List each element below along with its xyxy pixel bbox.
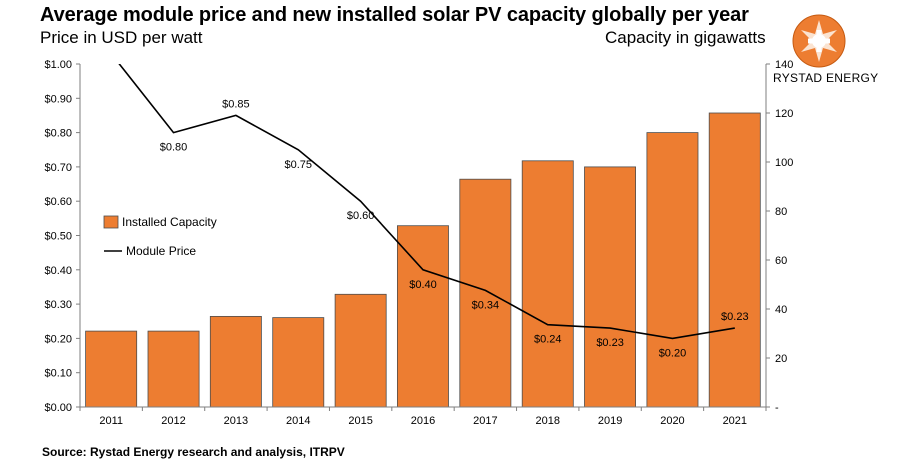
- price-data-label: $0.85: [222, 98, 250, 110]
- bar-2017: [459, 178, 512, 408]
- left-tick-label: $0.50: [44, 231, 72, 243]
- legend: Installed Capacity Module Price: [103, 215, 217, 258]
- x-tick-label: 2014: [286, 415, 310, 427]
- right-tick-label: 60: [775, 255, 787, 267]
- left-tick-label: $0.70: [44, 162, 72, 174]
- axes-layer: $0.00 $0.10 $0.20 $0.30 $0.40 $0.50 $0.60 $0.70…: [44, 59, 793, 427]
- price-data-label: $0.40: [409, 279, 437, 291]
- left-tick-label: $0.80: [44, 128, 72, 140]
- bars-layer: [85, 112, 761, 408]
- brand-name: RYSTAD ENERGY: [773, 71, 879, 85]
- x-tick-label: 2013: [224, 415, 248, 427]
- price-data-label: $0.80: [160, 142, 188, 154]
- price-data-label: $0.60: [347, 210, 375, 222]
- price-data-label: $0.24: [534, 334, 562, 346]
- x-tick-label: 2015: [348, 415, 372, 427]
- chart-title: Average module price and new installed s…: [40, 4, 749, 26]
- right-tick-label: 80: [775, 206, 787, 218]
- module-price-line: [118, 64, 735, 340]
- bar-2016: [396, 225, 449, 408]
- x-tick-label: 2018: [535, 415, 559, 427]
- legend-label-price: Module Price: [126, 244, 196, 258]
- line-layer: [118, 64, 735, 340]
- rystad-energy-logo-icon: [792, 14, 846, 68]
- price-data-label: $0.75: [285, 159, 313, 171]
- right-axis-title: Capacity in gigawatts: [605, 28, 766, 47]
- price-data-label: $0.23: [596, 337, 624, 349]
- price-data-label: $0.34: [472, 299, 500, 311]
- x-tick-label: 2012: [161, 415, 185, 427]
- bar-2012: [147, 330, 200, 408]
- left-tick-label: $0.10: [44, 368, 72, 380]
- labels-layer: $0.80 $0.85 $0.75 $0.60 $0.40 $0.34 $0.24 $0.23…: [160, 98, 749, 359]
- x-tick-label: 2016: [411, 415, 435, 427]
- bar-2015: [334, 293, 387, 408]
- legend-swatch-capacity: [103, 215, 119, 229]
- left-tick-label: $0.00: [44, 402, 72, 414]
- right-tick-label: 140: [775, 59, 793, 71]
- left-tick-label: $0.20: [44, 333, 72, 345]
- right-tick-label: 100: [775, 157, 793, 169]
- legend-label-capacity: Installed Capacity: [122, 215, 217, 229]
- bar-2018: [521, 160, 574, 408]
- x-tick-label: 2011: [99, 415, 123, 427]
- left-tick-label: $0.40: [44, 265, 72, 277]
- price-data-label: $0.20: [659, 347, 687, 359]
- x-tick-label: 2021: [723, 415, 747, 427]
- bar-2011: [85, 330, 138, 408]
- right-tick-label: 20: [775, 353, 787, 365]
- left-tick-label: $0.60: [44, 196, 72, 208]
- left-tick-label: $1.00: [44, 59, 72, 71]
- bar-2014: [272, 317, 325, 408]
- right-tick-label: 40: [775, 304, 787, 316]
- right-tick-label: -: [775, 402, 779, 414]
- bar-2019: [584, 166, 636, 408]
- x-tick-label: 2017: [473, 415, 497, 427]
- left-axis-title: Price in USD per watt: [40, 28, 203, 47]
- bar-2013: [209, 315, 262, 408]
- left-tick-label: $0.30: [44, 299, 72, 311]
- bar-2021: [708, 112, 761, 408]
- price-data-label: $0.23: [721, 311, 749, 323]
- left-tick-label: $0.90: [44, 93, 72, 105]
- bar-2020: [646, 132, 699, 408]
- x-tick-label: 2019: [598, 415, 622, 427]
- x-tick-label: 2020: [660, 415, 684, 427]
- source-note: Source: Rystad Energy research and analy…: [42, 445, 345, 459]
- right-tick-label: 120: [775, 108, 793, 120]
